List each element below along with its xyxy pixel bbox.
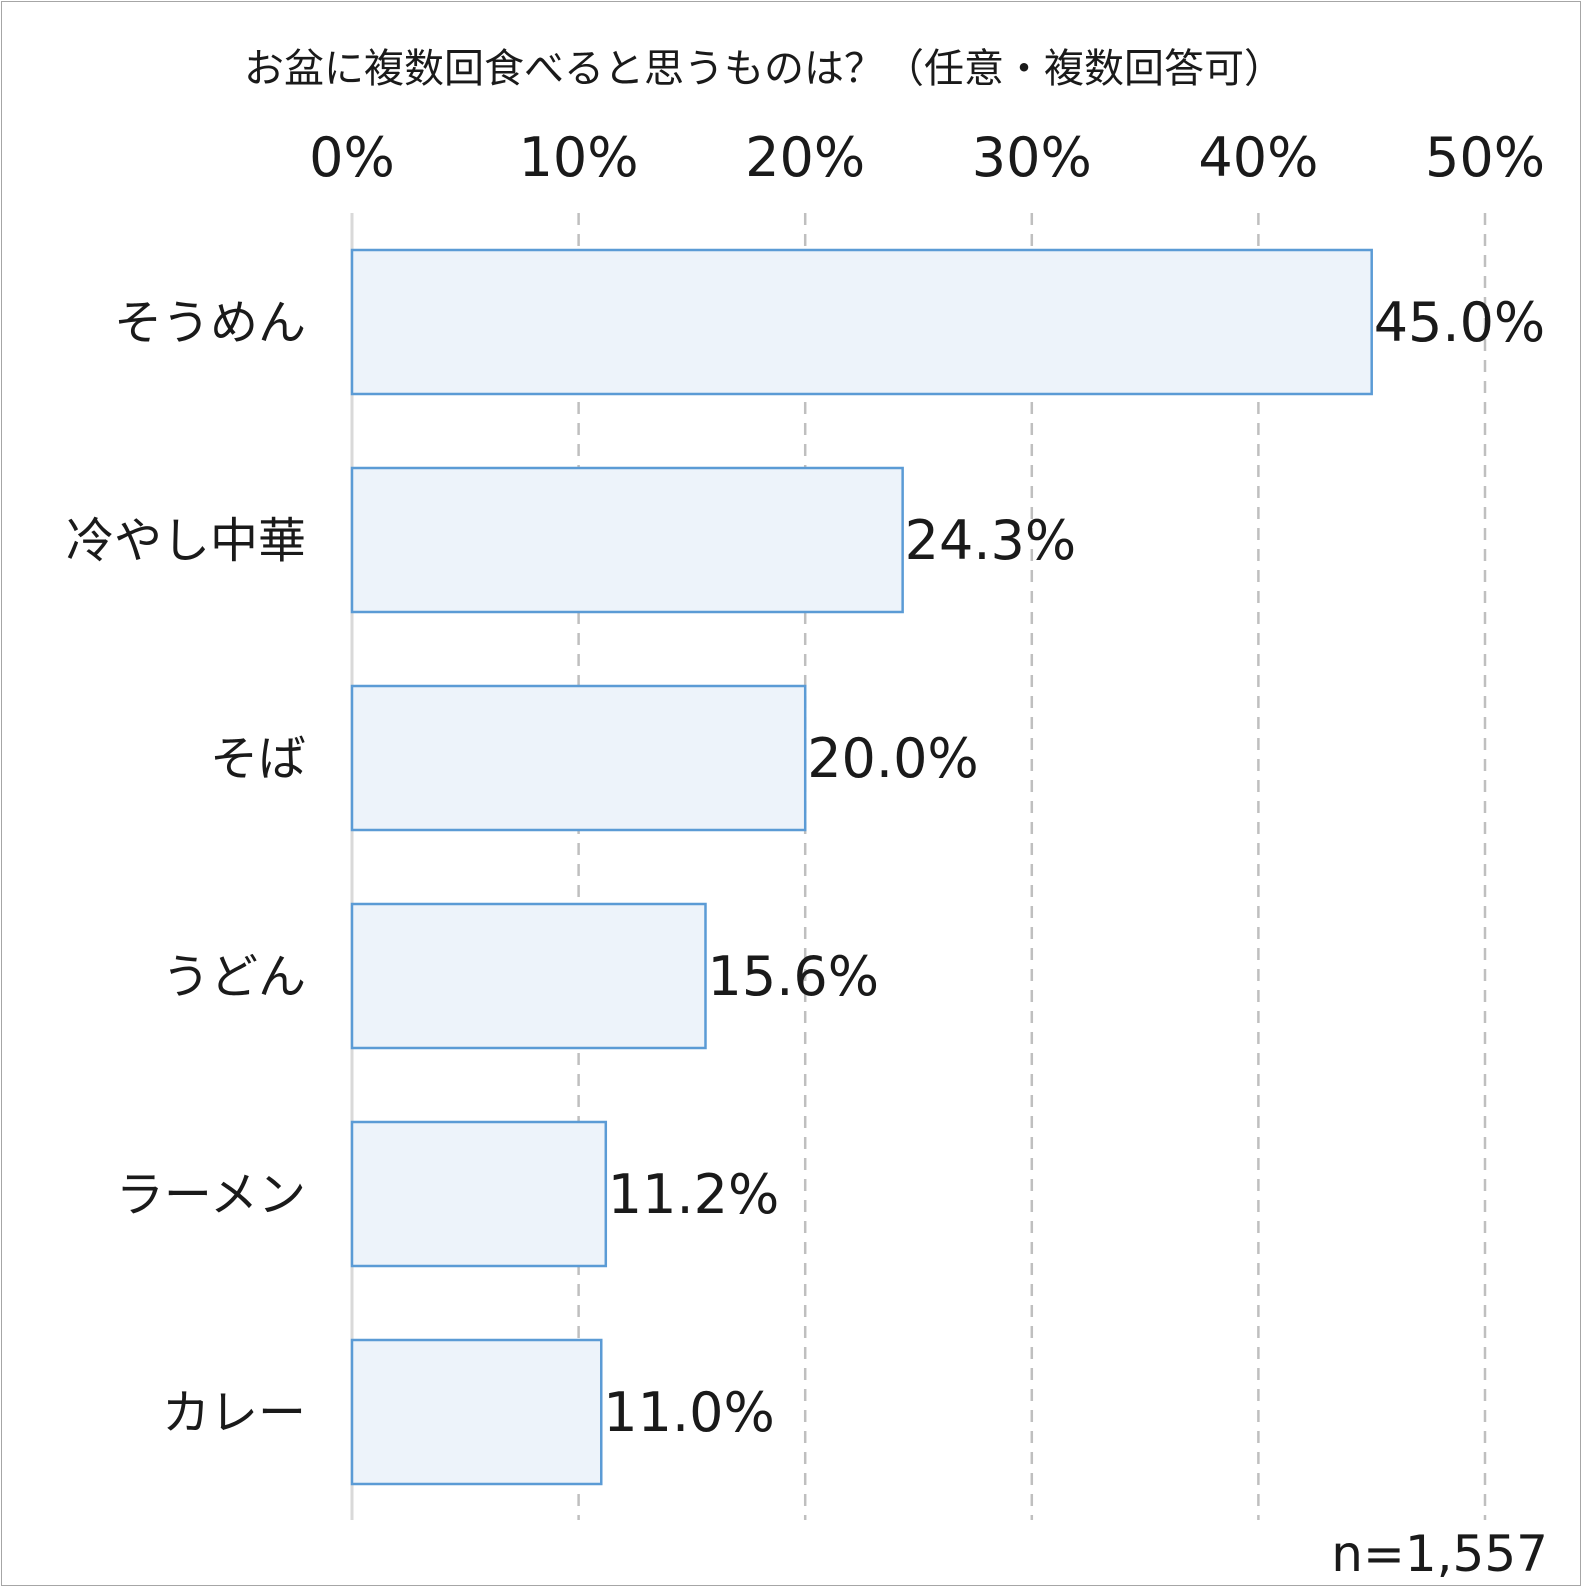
- bar: [350, 684, 807, 832]
- x-tick-label: 0%: [309, 126, 395, 189]
- data-label: 11.0%: [603, 1381, 775, 1444]
- data-label: 24.3%: [905, 509, 1077, 572]
- data-label: 45.0%: [1374, 291, 1546, 354]
- category-label: そうめん: [114, 295, 306, 351]
- chart-title: お盆に複数回食べると思うものは？（任意・複数回答可）: [244, 46, 1284, 92]
- data-label: 15.6%: [707, 945, 879, 1008]
- category-label: ラーメン: [116, 1167, 306, 1223]
- bar: [350, 466, 904, 614]
- bar: [350, 248, 1373, 396]
- data-label: 11.2%: [608, 1163, 780, 1226]
- value-labels: 45.0% 24.3% 20.0% 15.6% 11.2% 11.0%: [603, 291, 1545, 1444]
- gridlines: [350, 213, 1487, 1520]
- x-axis-ticks: 0% 10% 20% 30% 40% 50%: [309, 126, 1545, 189]
- category-label: カレー: [162, 1385, 306, 1441]
- x-tick-label: 20%: [745, 126, 865, 189]
- category-label: 冷やし中華: [66, 513, 306, 569]
- x-tick-label: 30%: [972, 126, 1092, 189]
- x-tick-label: 40%: [1198, 126, 1318, 189]
- x-tick-label: 10%: [519, 126, 639, 189]
- bar: [350, 1338, 603, 1486]
- sample-size-note: n=1,557: [1331, 1525, 1548, 1583]
- bar: [350, 1120, 608, 1268]
- category-label: うどん: [162, 949, 306, 1005]
- bar: [350, 902, 707, 1050]
- bars: [350, 248, 1373, 1486]
- x-tick-label: 50%: [1425, 126, 1545, 189]
- category-label: そば: [210, 731, 306, 787]
- data-label: 20.0%: [807, 727, 979, 790]
